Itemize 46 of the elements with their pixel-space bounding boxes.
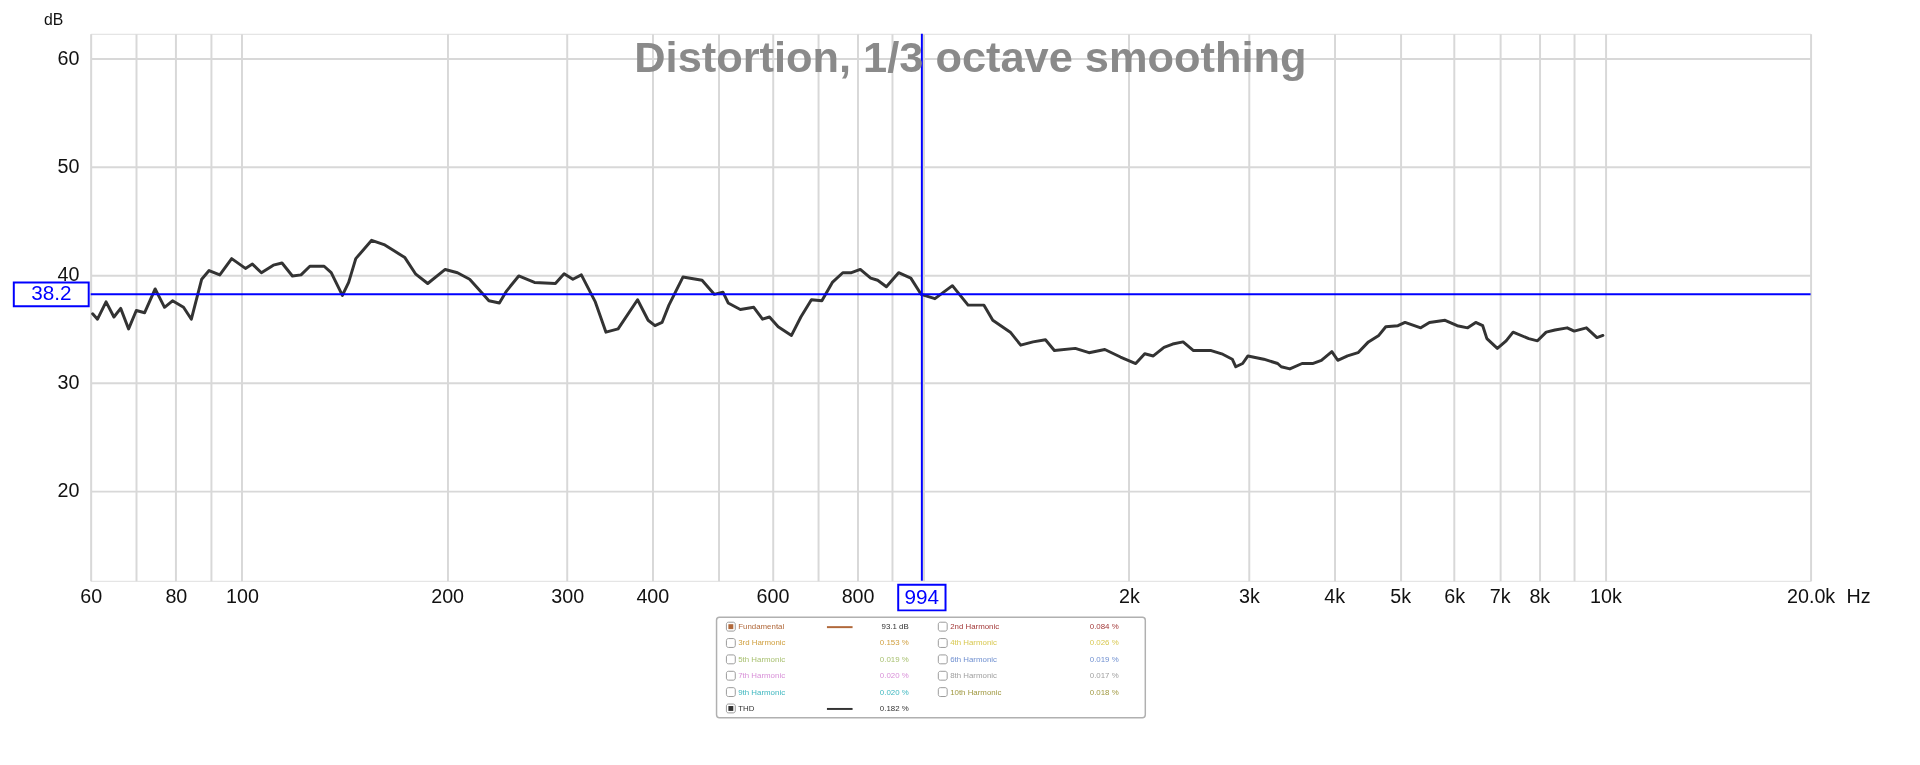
text: 7th Harmonic [738, 671, 786, 681]
text: 0.084 % [1089, 622, 1119, 632]
text: 0.020 % [879, 671, 909, 681]
x-tick-label: 600 [756, 584, 790, 607]
x-tick-label: 100 [225, 584, 259, 607]
text: 0.182 % [879, 703, 909, 713]
x-tick-label: 800 [841, 584, 875, 607]
text: 0.019 % [879, 654, 909, 664]
text: 0.017 % [1089, 671, 1119, 681]
text: 2nd Harmonic [950, 622, 1000, 632]
y-tick-label: 30 [57, 371, 80, 394]
x-tick-label: 10k [1589, 584, 1622, 607]
x-tick-label: 300 [551, 584, 585, 607]
y-tick-label: 60 [57, 47, 80, 70]
x-tick-label: 200 [431, 584, 465, 607]
text: 8th Harmonic [950, 671, 998, 681]
x-tick-label: 400 [636, 584, 670, 607]
y-axis-title: dB [44, 11, 64, 29]
y-tick-label: 20 [57, 479, 80, 502]
x-tick-label: 4k [1324, 584, 1346, 607]
text: 10th Harmonic [950, 687, 1002, 697]
x-tick-label: 60 [80, 584, 103, 607]
text: 6th Harmonic [950, 654, 998, 664]
x-tick-label: 6k [1444, 584, 1466, 607]
x-tick-label: 80 [165, 584, 188, 607]
x-tick-label: 5k [1390, 584, 1412, 607]
text: 5th Harmonic [738, 654, 786, 664]
text: 9th Harmonic [738, 687, 786, 697]
x-tick-label: 20.0k [1786, 584, 1836, 607]
text: 0.020 % [879, 687, 909, 697]
legend-label: Fundamental [738, 622, 785, 632]
text: 0.019 % [1089, 654, 1119, 664]
y-tick-label: 50 [57, 155, 80, 178]
x-axis-title: Hz [1846, 584, 1871, 607]
x-tick-label: 2k [1118, 584, 1140, 607]
text: 0.026 % [1089, 638, 1119, 648]
text: 3rd Harmonic [738, 638, 786, 648]
legend-label: THD [738, 703, 755, 713]
x-tick-label: 8k [1529, 584, 1551, 607]
text: 0.018 % [1089, 687, 1119, 697]
text: 4th Harmonic [950, 638, 998, 648]
ref-line-label: 994 [904, 585, 940, 609]
text: 93.1 dB [881, 622, 909, 632]
x-tick-label: 3k [1239, 584, 1260, 607]
x-tick-label: 7k [1489, 584, 1511, 607]
text: 0.153 % [879, 638, 909, 648]
